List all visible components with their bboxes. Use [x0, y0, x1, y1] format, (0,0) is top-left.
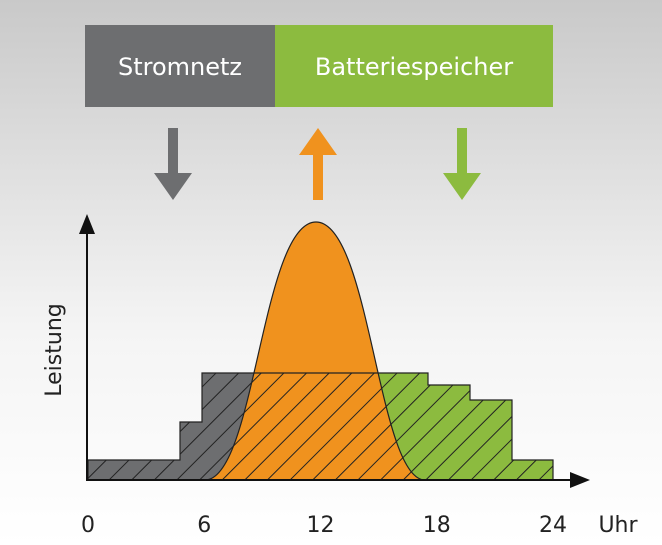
grid-label: Stromnetz	[118, 53, 242, 81]
arrows	[154, 128, 481, 200]
grid-box	[85, 25, 275, 107]
solar-arrow	[299, 128, 337, 200]
x-tick-label: 24	[539, 513, 567, 538]
x-tick-label: 6	[197, 513, 211, 538]
battery-box	[275, 25, 553, 107]
x-axis-unit: Uhr	[598, 513, 638, 538]
grid-arrow	[154, 128, 192, 200]
x-ticks: 0 6 12 18 24	[81, 513, 567, 538]
x-tick-label: 18	[423, 513, 451, 538]
x-axis-arrow	[570, 472, 590, 488]
y-axis-arrow	[79, 214, 95, 234]
x-tick-label: 0	[81, 513, 95, 538]
battery-label: Batteriespeicher	[315, 53, 513, 81]
axes	[79, 214, 590, 488]
y-axis-label: Leistung	[42, 303, 67, 396]
curves	[87, 221, 554, 481]
x-tick-label: 12	[307, 513, 335, 538]
solar-outline	[204, 221, 426, 481]
consumption-hatch	[87, 372, 554, 481]
battery-arrow	[443, 128, 481, 200]
